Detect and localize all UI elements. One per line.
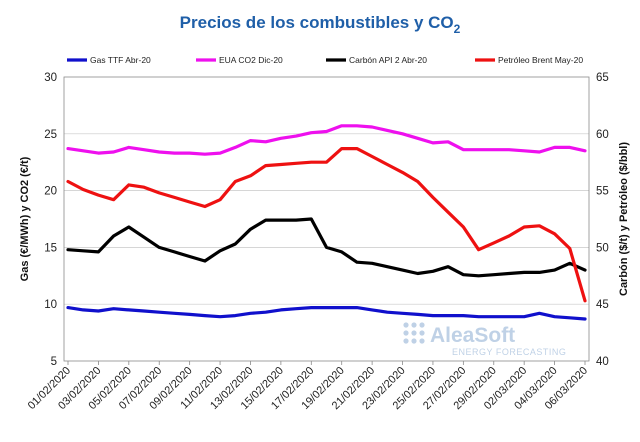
gridlines — [64, 133, 589, 305]
series-line-0 — [66, 306, 587, 321]
legend-label: Petróleo Brent May-20 — [498, 55, 583, 65]
y-left-tick-label: 15 — [44, 242, 57, 254]
legend-label: Carbón API 2 Abr-20 — [349, 55, 427, 65]
y-left-tick-label: 5 — [51, 356, 57, 368]
left-axis: 5 10 15 20 25 30 — [44, 72, 57, 368]
y-right-tick-label: 50 — [596, 242, 609, 254]
y-right-tick-label: 65 — [596, 72, 609, 84]
right-axis: 40 45 50 55 60 65 — [596, 72, 609, 368]
legend-label: EUA CO2 Dic-20 — [219, 55, 283, 65]
legend-label: Gas TTF Abr-20 — [90, 55, 151, 65]
y-left-tick-label: 30 — [44, 72, 57, 84]
series-line-2 — [66, 217, 587, 278]
plot-area — [63, 76, 590, 362]
chart-title: Precios de los combustibles y CO2 — [180, 13, 461, 36]
y-left-tick-label: 10 — [44, 299, 57, 311]
y-right-tick-label: 55 — [596, 186, 609, 198]
chart-legend: Gas TTF Abr-20 EUA CO2 Dic-20 Carbón API 2… — [67, 55, 583, 65]
x-axis: 01/02/202003/02/202005/02/202007/02/2020… — [26, 361, 590, 412]
aleasoft-logo-icon — [403, 322, 425, 344]
y-right-tick-label: 60 — [596, 129, 609, 141]
y-right-tick-label: 45 — [596, 299, 609, 311]
y-left-tick-label: 25 — [44, 129, 57, 141]
chart-title-main: Precios de los combustibles y CO — [180, 13, 454, 32]
y-left-tick-label: 20 — [44, 186, 57, 198]
series-layer — [66, 124, 587, 321]
series-line-3 — [66, 147, 587, 303]
series-line-1 — [66, 124, 587, 156]
y-axis-right-title: Carbón ($/t) y Petróleo ($/bbl) — [618, 142, 630, 296]
aleasoft-watermark: AleaSoft ENERGY FORECASTING — [403, 322, 566, 357]
y-right-tick-label: 40 — [596, 356, 609, 368]
chart-title-subscript: 2 — [454, 22, 461, 36]
watermark-brand: AleaSoft — [430, 324, 515, 347]
watermark-tagline: ENERGY FORECASTING — [452, 347, 566, 357]
y-axis-left-title: Gas (€/MWh) y CO2 (€/t) — [19, 156, 31, 281]
